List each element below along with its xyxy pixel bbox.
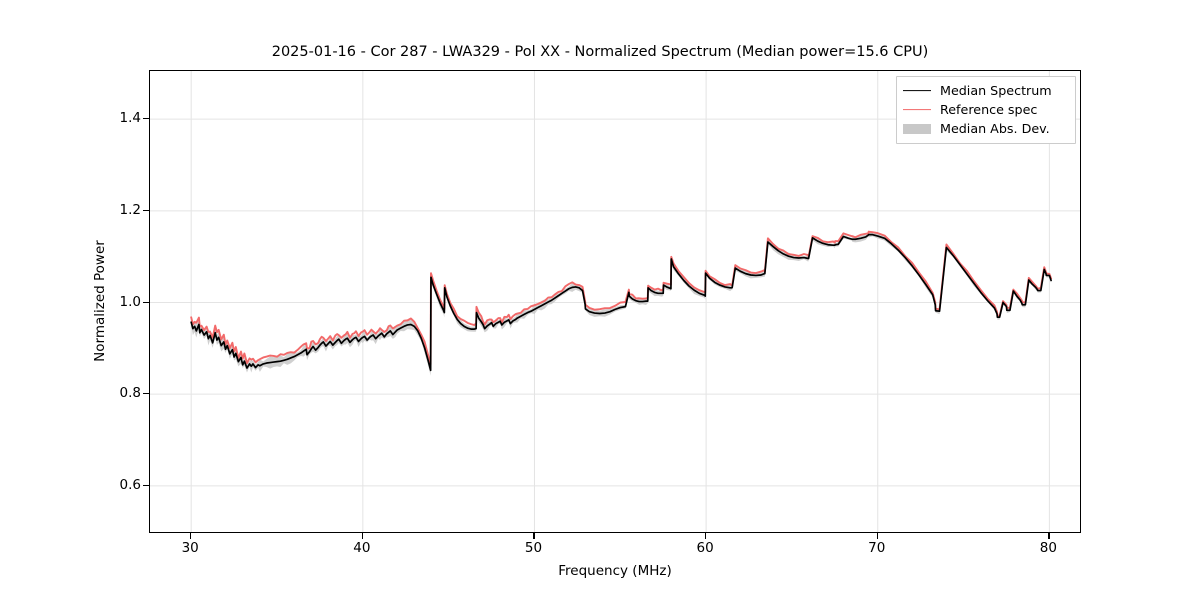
y-tick-mark — [143, 209, 149, 212]
x-tick-mark — [533, 533, 535, 539]
chart-title: 2025-01-16 - Cor 287 - LWA329 - Pol XX -… — [271, 44, 929, 60]
x-tick-mark — [361, 533, 364, 539]
y-tick-mark — [143, 393, 149, 395]
y-tick-label: 1.4 — [119, 110, 141, 127]
x-tick-mark — [1048, 533, 1050, 539]
legend-swatch-median-line — [903, 84, 931, 98]
legend-entry-mad: Median Abs. Dev. — [903, 119, 1069, 138]
reference-spec-line — [190, 230, 1053, 366]
x-axis-label: Frequency (MHz) — [558, 563, 672, 579]
legend-swatch-mad-band — [903, 122, 931, 136]
legend-label-median: Median Spectrum — [940, 83, 1052, 98]
y-tick-mark — [143, 301, 149, 303]
y-tick-mark — [143, 484, 149, 487]
y-tick-label: 0.8 — [119, 385, 141, 402]
y-tick-label: 0.6 — [119, 476, 141, 493]
x-tick-mark — [190, 533, 192, 539]
x-tick-label: 80 — [1039, 540, 1057, 556]
x-tick-mark — [705, 533, 707, 539]
gridlines — [150, 71, 1080, 532]
legend-entry-median: Median Spectrum — [903, 81, 1069, 100]
x-tick-label: 60 — [696, 540, 714, 556]
x-tick-label: 40 — [353, 540, 371, 556]
plot-area — [149, 70, 1081, 533]
legend-swatch-reference-line — [903, 103, 931, 117]
mad-band — [191, 231, 1052, 376]
y-tick-mark — [143, 118, 149, 120]
legend-entry-reference: Reference spec — [903, 100, 1069, 119]
data-series-group — [190, 230, 1053, 376]
legend-label-reference: Reference spec — [940, 102, 1038, 117]
y-tick-label: 1.2 — [119, 201, 141, 218]
x-tick-label: 70 — [868, 540, 886, 556]
median-spectrum-line — [190, 233, 1052, 372]
x-tick-label: 50 — [524, 540, 543, 556]
legend: Median Spectrum Reference spec Median Ab… — [896, 76, 1076, 144]
x-tick-label: 30 — [181, 540, 199, 556]
x-tick-mark — [876, 533, 879, 539]
y-tick-label: 1.0 — [119, 293, 141, 310]
legend-label-mad: Median Abs. Dev. — [940, 121, 1050, 136]
